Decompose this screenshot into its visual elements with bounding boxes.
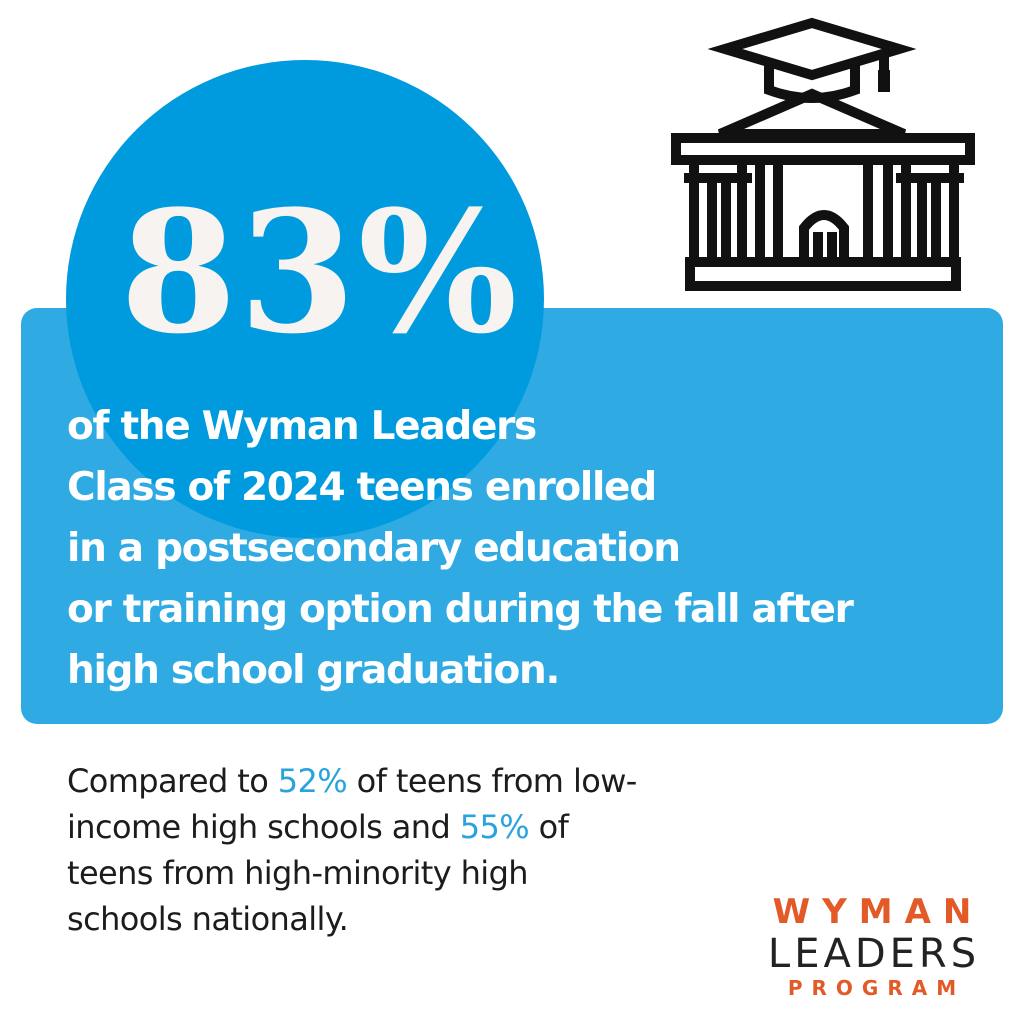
statement-line: or training option during the fall after <box>67 587 854 632</box>
statement-line: high school graduation. <box>67 648 560 693</box>
comparison-line: Compared to 52% of teens from low- <box>67 758 637 804</box>
comparison-text-part: of teens from low- <box>347 762 638 800</box>
wyman-leaders-logo: WYMAN LEADERS PROGRAM <box>752 892 992 1000</box>
comparison-line: teens from high-minority high <box>67 854 529 892</box>
logo-line-program: PROGRAM <box>787 976 966 1000</box>
logo-line-wyman: WYMAN <box>772 892 984 932</box>
statement-line: in a postsecondary education <box>67 526 681 571</box>
statement-line: Class of 2024 teens enrolled <box>67 465 657 510</box>
graduation-building-icon <box>671 17 975 291</box>
comparison-line: income high schools and 55% of <box>67 804 637 850</box>
logo-line-leaders: LEADERS <box>767 931 981 977</box>
stat-value: 83% <box>120 173 520 371</box>
statement-text: of the Wyman Leaders Class of 2024 teens… <box>67 396 997 701</box>
statement-line: of the Wyman Leaders <box>67 404 537 449</box>
comparison-text-part: Compared to <box>67 762 278 800</box>
high-minority-percent: 55% <box>459 808 530 846</box>
comparison-text-part: income high schools and <box>67 808 460 846</box>
comparison-text: Compared to 52% of teens from low- incom… <box>67 758 637 942</box>
comparison-line: schools nationally. <box>67 900 349 938</box>
low-income-percent: 52% <box>277 762 348 800</box>
comparison-text-part: of <box>529 808 569 846</box>
